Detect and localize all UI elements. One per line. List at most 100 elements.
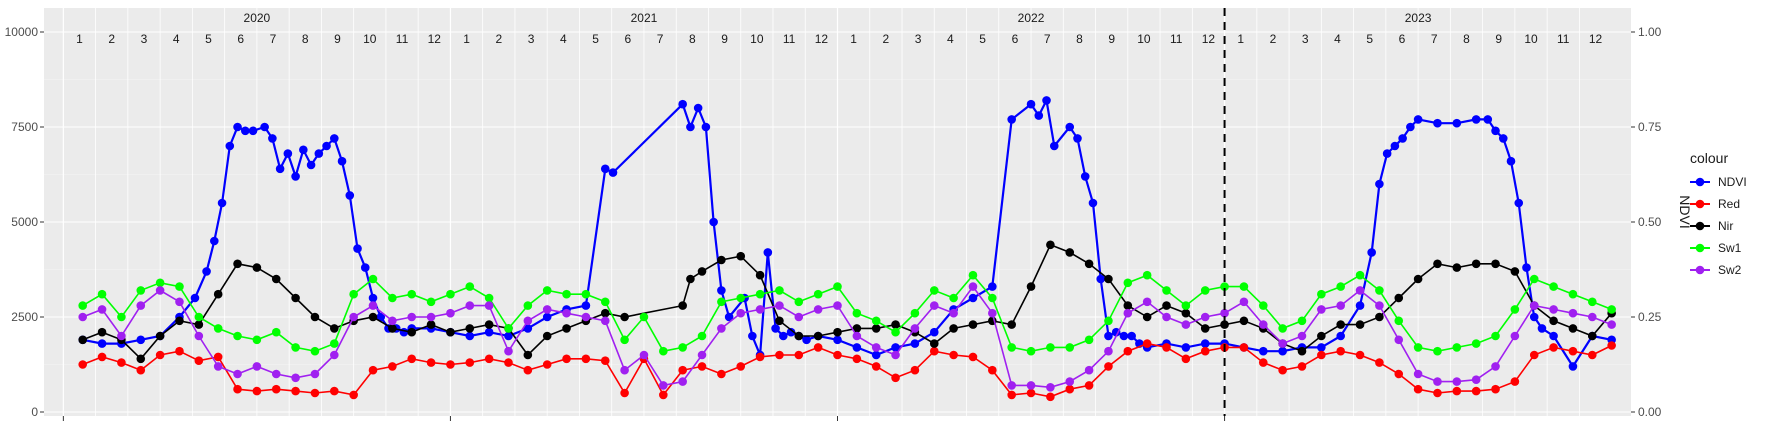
data-point-nir <box>407 327 417 337</box>
data-point-sw2 <box>1336 301 1345 310</box>
data-point-red <box>194 356 204 366</box>
data-point-nir <box>1355 320 1365 329</box>
data-point-nir <box>891 320 900 329</box>
year-label: 2020 <box>244 11 271 25</box>
data-point-ndvi <box>1506 156 1516 166</box>
data-point-red <box>1162 343 1171 352</box>
data-point-nir <box>523 350 533 360</box>
data-point-ndvi <box>1471 115 1481 124</box>
data-point-sw1 <box>1278 324 1287 333</box>
x-axis <box>62 416 1226 421</box>
data-point-nir <box>736 251 746 261</box>
month-label: 6 <box>1399 32 1406 46</box>
data-point-sw2 <box>1046 383 1055 392</box>
data-point-nir <box>1162 301 1171 310</box>
data-point-sw2 <box>1452 377 1462 386</box>
data-point-sw1 <box>78 301 88 310</box>
data-point-sw2 <box>1084 365 1094 375</box>
data-point-sw2 <box>407 312 417 322</box>
data-point-sw2 <box>620 365 629 375</box>
data-point-sw1 <box>1142 270 1152 280</box>
data-point-sw1 <box>1336 282 1345 291</box>
data-point-red <box>949 350 958 360</box>
data-point-sw2 <box>194 331 204 341</box>
data-point-sw1 <box>1104 316 1113 326</box>
data-point-nir <box>465 324 475 333</box>
data-point-sw2 <box>426 312 436 322</box>
data-point-red <box>620 388 629 398</box>
data-point-sw2 <box>910 324 920 333</box>
data-point-sw2 <box>1142 297 1152 307</box>
data-point-nir <box>1433 259 1442 269</box>
data-point-sw1 <box>1491 331 1500 341</box>
month-label: 4 <box>173 32 180 46</box>
data-point-sw1 <box>1162 286 1171 295</box>
data-point-ndvi <box>724 312 734 322</box>
data-point-sw1 <box>1181 301 1191 310</box>
data-point-red <box>1297 362 1307 371</box>
year-label: 2023 <box>1405 11 1432 25</box>
data-point-red <box>252 386 262 396</box>
data-point-red <box>871 362 881 371</box>
data-point-ndvi <box>1111 327 1121 337</box>
data-point-ndvi <box>1483 115 1493 124</box>
data-point-sw1 <box>1471 339 1481 348</box>
data-point-sw1 <box>271 327 281 337</box>
data-point-sw1 <box>910 308 920 318</box>
legend: colour NDVI Red Nir Sw1 Sw2 <box>1690 150 1747 277</box>
data-point-nir <box>426 320 436 329</box>
data-point-red <box>1317 350 1326 360</box>
data-point-ndvi <box>1336 331 1345 341</box>
data-point-sw2 <box>1471 375 1481 385</box>
legend-key-point <box>1695 221 1705 231</box>
series-red <box>78 339 1616 402</box>
right-tick-label: 0.25 <box>1638 310 1662 324</box>
data-point-sw1 <box>1549 282 1558 291</box>
month-label: 11 <box>396 32 409 46</box>
data-point-sw1 <box>1413 343 1423 352</box>
data-point-ndvi <box>1390 141 1400 151</box>
data-point-sw1 <box>175 282 184 291</box>
data-point-sw2 <box>1568 308 1578 318</box>
data-point-nir <box>330 324 339 333</box>
data-point-sw1 <box>678 343 687 352</box>
month-label: 5 <box>592 32 599 46</box>
data-point-sw2 <box>1258 320 1268 329</box>
data-point-nir <box>678 301 687 310</box>
data-point-sw2 <box>175 297 184 307</box>
data-point-red <box>1549 343 1558 352</box>
data-point-nir <box>717 255 726 265</box>
data-point-ndvi <box>1537 324 1547 333</box>
data-point-red <box>1413 384 1423 394</box>
data-point-sw2 <box>330 350 339 360</box>
data-point-nir <box>155 331 165 341</box>
data-point-sw2 <box>484 301 494 310</box>
month-label: 12 <box>815 32 829 46</box>
data-point-sw1 <box>1007 343 1016 352</box>
data-point-sw1 <box>775 286 784 295</box>
data-point-ndvi <box>345 191 355 200</box>
data-point-nir <box>929 339 939 348</box>
data-point-nir <box>233 259 242 269</box>
data-point-red <box>852 354 862 364</box>
data-point-sw1 <box>1394 316 1404 326</box>
data-point-red <box>1065 384 1075 394</box>
data-point-nir <box>1104 274 1113 284</box>
legend-label: NDVI <box>1718 175 1747 189</box>
month-label: 11 <box>1557 32 1570 46</box>
data-point-ndvi <box>190 293 200 303</box>
data-point-sw2 <box>949 308 958 318</box>
data-point-ndvi <box>1119 331 1129 341</box>
data-point-sw2 <box>1104 346 1113 356</box>
data-point-nir <box>252 263 262 272</box>
data-point-red <box>542 360 552 369</box>
right-axis-title: NDVI <box>1677 195 1693 228</box>
data-point-sw2 <box>136 301 146 310</box>
data-point-ndvi <box>1065 122 1075 132</box>
data-point-sw2 <box>833 301 842 310</box>
data-point-sw2 <box>1394 335 1404 345</box>
legend-key-point <box>1695 199 1705 209</box>
data-point-nir <box>136 354 146 364</box>
data-point-sw1 <box>891 327 900 337</box>
data-point-sw2 <box>1607 320 1616 329</box>
